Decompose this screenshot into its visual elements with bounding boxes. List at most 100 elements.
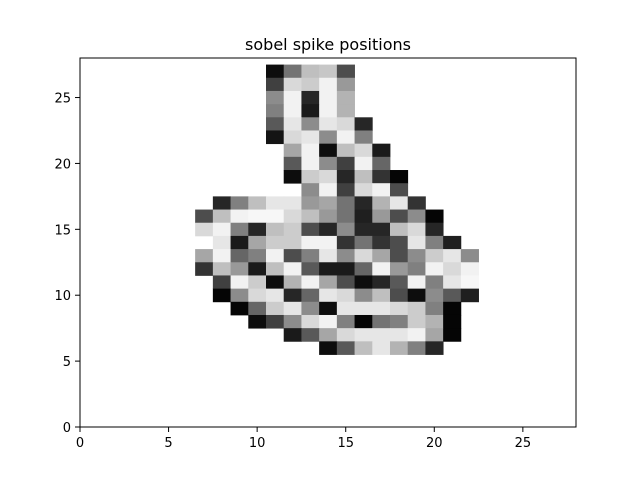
heatmap-cell <box>372 288 391 303</box>
heatmap-cell <box>443 262 462 276</box>
heatmap-cell <box>301 156 320 171</box>
heatmap-cell <box>354 301 373 316</box>
heatmap-cell <box>266 196 285 210</box>
heatmap-cell <box>390 341 409 355</box>
heatmap-cell <box>319 104 338 118</box>
heatmap-cell <box>336 328 355 342</box>
y-tick-label: 10 <box>54 289 71 304</box>
heatmap-cell <box>336 183 355 197</box>
heatmap-cell <box>372 275 391 290</box>
heatmap-cell <box>266 90 285 105</box>
axes: 0 5 10 15 20 25 0 5 10 15 20 25 <box>54 57 577 451</box>
heatmap-cell <box>390 183 409 197</box>
heatmap-cell <box>336 249 355 263</box>
x-tick-label: 25 <box>515 436 532 451</box>
heatmap-cell <box>354 275 373 290</box>
heatmap-cell <box>443 275 462 290</box>
heatmap-cell <box>283 235 302 250</box>
heatmap-cell <box>354 170 373 184</box>
heatmap-cell <box>354 183 373 197</box>
heatmap-cell <box>390 196 409 210</box>
heatmap-cell <box>336 222 355 237</box>
heatmap-cell <box>248 235 267 250</box>
heatmap-cell <box>336 275 355 290</box>
heatmap-cell <box>336 143 355 158</box>
heatmap-cell <box>460 249 479 263</box>
heatmap-cell <box>230 196 249 210</box>
heatmap-cell <box>319 90 338 105</box>
heatmap-cell <box>354 341 373 355</box>
heatmap-cell <box>319 183 338 197</box>
heatmap-cell <box>283 288 302 303</box>
heatmap-cell <box>372 196 391 210</box>
heatmap-cell <box>266 235 285 250</box>
heatmap-cell <box>372 301 391 316</box>
heatmap-cell <box>248 262 267 276</box>
heatmap-cell <box>336 90 355 105</box>
heatmap-cell <box>283 301 302 316</box>
heatmap-cell <box>283 314 302 329</box>
heatmap-cell <box>372 183 391 197</box>
plot-frame <box>79 57 577 428</box>
chart-title: sobel spike positions <box>245 35 411 54</box>
heatmap-cell <box>301 288 320 303</box>
heatmap-cell <box>248 222 267 237</box>
heatmap-cell <box>283 222 302 237</box>
heatmap-cell <box>336 117 355 131</box>
x-tick-label: 5 <box>164 436 172 451</box>
heatmap-cell <box>195 262 214 276</box>
heatmap-cell <box>354 262 373 276</box>
heatmap-cell <box>354 156 373 171</box>
heatmap-cell <box>266 104 285 118</box>
heatmap-cell <box>319 275 338 290</box>
heatmap-cell <box>301 117 320 131</box>
heatmap-cell <box>248 249 267 263</box>
heatmap-cell <box>390 249 409 263</box>
heatmap-cell <box>212 222 231 237</box>
heatmap-cell <box>266 130 285 145</box>
heatmap-cell <box>283 249 302 263</box>
heatmap-cell <box>407 235 426 250</box>
y-tick-label: 20 <box>54 157 71 172</box>
heatmap-cell <box>195 222 214 237</box>
heatmap-cell <box>283 156 302 171</box>
heatmap-cell <box>319 117 338 131</box>
heatmap-cell <box>283 77 302 92</box>
heatmap-cell <box>354 328 373 342</box>
heatmap-cell <box>212 262 231 276</box>
heatmap-cell <box>372 170 391 184</box>
heatmap-cell <box>283 130 302 145</box>
heatmap-cell <box>230 209 249 224</box>
heatmap-cell <box>336 64 355 79</box>
heatmap-cell <box>425 328 444 342</box>
y-tick-label: 25 <box>54 92 71 107</box>
heatmap-cell <box>266 314 285 329</box>
y-tick-label: 5 <box>63 355 71 370</box>
heatmap-cell <box>390 301 409 316</box>
heatmap-cell <box>336 209 355 224</box>
heatmap-cell <box>230 275 249 290</box>
heatmap-cell <box>407 301 426 316</box>
heatmap-cell <box>354 130 373 145</box>
heatmap-cell <box>336 170 355 184</box>
heatmap-cell <box>407 288 426 303</box>
heatmap-cell <box>425 288 444 303</box>
heatmap-cell <box>319 235 338 250</box>
heatmap-cell <box>301 222 320 237</box>
heatmap-cell <box>212 209 231 224</box>
heatmap-cell <box>195 249 214 263</box>
heatmap-cell <box>301 170 320 184</box>
heatmap-cell <box>319 301 338 316</box>
heatmap-cell <box>390 275 409 290</box>
heatmap-cell <box>354 209 373 224</box>
heatmap-cell <box>212 249 231 263</box>
heatmap-cell <box>283 209 302 224</box>
heatmap-cell <box>354 196 373 210</box>
heatmap-cell <box>354 117 373 131</box>
heatmap-cell <box>390 170 409 184</box>
heatmap-cell <box>407 222 426 237</box>
heatmap-cell <box>248 314 267 329</box>
heatmap-cell <box>230 222 249 237</box>
x-tick-label: 20 <box>426 436 443 451</box>
heatmap-cell <box>319 196 338 210</box>
